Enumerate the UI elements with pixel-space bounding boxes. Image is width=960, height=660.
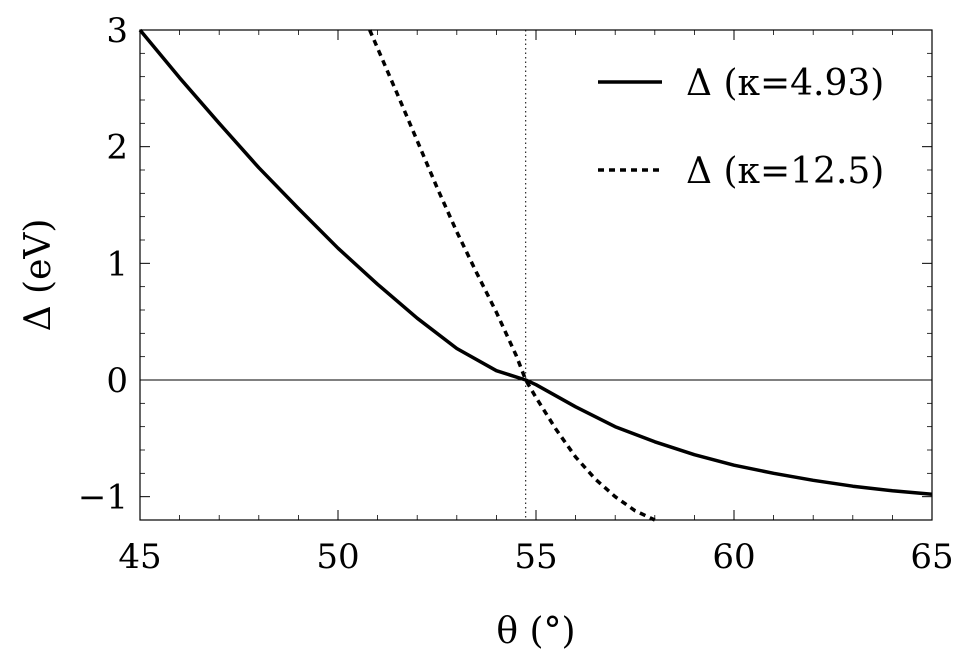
y-tick-label: −1: [78, 478, 128, 518]
x-tick-label: 50: [316, 537, 359, 577]
y-axis-label: Δ (eV): [18, 219, 59, 332]
x-tick-label: 45: [118, 537, 161, 577]
x-tick-label: 55: [514, 537, 557, 577]
reference-lines: [140, 30, 932, 520]
tick-labels: 45 50 55 60 65 −1 0 1 2 3: [78, 11, 954, 577]
series-line-kappa-12-5: [368, 29, 656, 522]
y-tick-label: 0: [106, 361, 128, 401]
legend: Δ (κ=4.93) Δ (κ=12.5): [598, 63, 884, 192]
legend-label-kappa-12-5: Δ (κ=12.5): [686, 151, 884, 192]
y-tick-label: 2: [106, 128, 128, 168]
legend-label-kappa-4-93: Δ (κ=4.93): [686, 63, 884, 104]
series-layer: [138, 28, 933, 522]
y-tick-label: 3: [106, 11, 128, 51]
series-line-kappa-4-93: [138, 28, 933, 497]
x-axis-label: θ (°): [496, 611, 575, 652]
y-tick-label: 1: [106, 244, 128, 284]
x-tick-label: 60: [712, 537, 755, 577]
x-tick-label: 65: [910, 537, 953, 577]
